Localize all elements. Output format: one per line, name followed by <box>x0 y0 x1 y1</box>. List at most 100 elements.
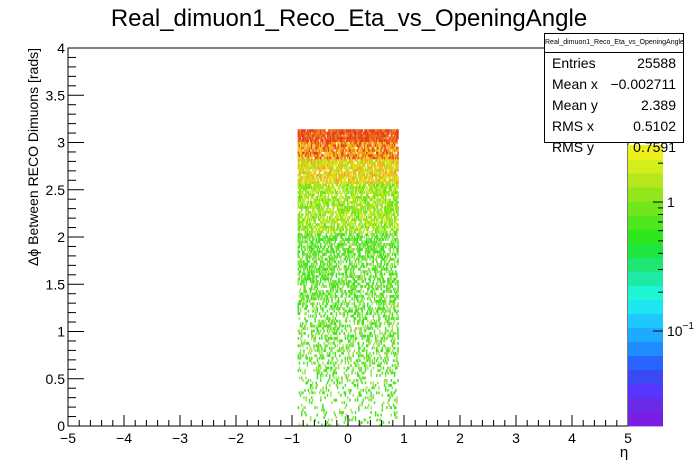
heatmap-cell <box>318 240 321 244</box>
heatmap-cell <box>312 238 314 241</box>
heatmap-cell <box>379 220 381 224</box>
heatmap-cell <box>369 136 371 140</box>
heatmap-cell <box>322 262 324 266</box>
heatmap-cell <box>343 257 345 261</box>
heatmap-cell <box>316 406 319 410</box>
heatmap-cell <box>346 139 349 142</box>
heatmap-cell <box>317 181 320 185</box>
heatmap-cell <box>358 173 360 177</box>
heatmap-cell <box>364 131 367 135</box>
heatmap-cell <box>330 252 332 256</box>
heatmap-cell <box>334 354 337 358</box>
heatmap-cell <box>384 374 387 377</box>
heatmap-cell <box>351 341 353 345</box>
heatmap-cell <box>354 154 357 157</box>
heatmap-cell <box>355 191 358 194</box>
heatmap-cell <box>305 176 307 180</box>
heatmap-cell <box>378 156 380 160</box>
heatmap-cell <box>356 381 359 385</box>
heatmap-cell <box>376 374 378 377</box>
heatmap-cell <box>363 171 366 175</box>
heatmap-cell <box>371 334 373 338</box>
heatmap-cell <box>381 393 384 397</box>
heatmap-cell <box>318 272 321 276</box>
heatmap-cell <box>376 238 378 241</box>
heatmap-cell <box>380 285 382 288</box>
heatmap-cell <box>376 418 378 422</box>
heatmap-cell <box>298 238 301 241</box>
heatmap-cell <box>337 307 340 311</box>
heatmap-cell <box>309 287 312 291</box>
heatmap-cell <box>349 228 351 231</box>
heatmap-cell <box>361 401 363 405</box>
heatmap-cell <box>380 366 382 370</box>
heatmap-cell <box>311 329 313 333</box>
heatmap-cell <box>323 141 325 145</box>
heatmap-cell <box>380 220 382 224</box>
heatmap-cell <box>383 141 386 145</box>
heatmap-cell <box>302 171 304 175</box>
heatmap-cell <box>335 149 338 152</box>
heatmap-cell <box>351 178 353 182</box>
heatmap-cell <box>315 250 317 254</box>
heatmap-cell <box>381 371 384 375</box>
heatmap-cell <box>353 317 356 321</box>
heatmap-cell <box>367 309 369 313</box>
heatmap-cell <box>339 319 341 323</box>
heatmap-cell <box>299 171 302 175</box>
heatmap-cell <box>342 134 344 138</box>
heatmap-cell <box>358 319 360 323</box>
heatmap-cell <box>331 312 333 316</box>
heatmap-cell <box>340 154 342 157</box>
heatmap-cell <box>383 158 386 162</box>
heatmap-cell <box>335 290 338 293</box>
heatmap-cell <box>332 361 334 365</box>
heatmap-cell <box>352 282 354 286</box>
heatmap-cell <box>364 183 367 187</box>
heatmap-cell <box>353 136 356 140</box>
heatmap-cell <box>304 371 306 375</box>
heatmap-cell <box>331 336 333 340</box>
heatmap-cell <box>370 188 372 192</box>
heatmap-cell <box>337 282 340 286</box>
heatmap-cell <box>328 166 331 170</box>
heatmap-cell <box>369 181 371 185</box>
heatmap-cell <box>299 294 302 298</box>
heatmap-cell <box>340 183 342 187</box>
heatmap-cell <box>323 168 325 172</box>
heatmap-cell <box>322 309 324 313</box>
heatmap-cell <box>332 317 334 321</box>
heatmap-cell <box>305 307 307 311</box>
heatmap-cell <box>383 267 386 271</box>
heatmap-cell <box>368 282 370 286</box>
heatmap-cell <box>362 245 365 249</box>
heatmap-cell <box>344 156 347 160</box>
heatmap-cell <box>371 205 373 209</box>
heatmap-cell <box>344 243 347 246</box>
heatmap-cell <box>314 260 316 264</box>
heatmap-cell <box>336 134 339 138</box>
heatmap-cell <box>299 243 302 246</box>
heatmap-cell <box>326 196 329 199</box>
heatmap-cell <box>371 346 373 350</box>
heatmap-cell <box>312 240 314 244</box>
heatmap-cell <box>298 168 301 172</box>
heatmap-cell <box>373 223 376 227</box>
heatmap-cell <box>342 299 344 303</box>
heatmap-cell <box>326 250 329 254</box>
heatmap-cell <box>360 205 362 209</box>
heatmap-cell <box>370 223 372 227</box>
heatmap-cell <box>298 188 301 192</box>
heatmap-cell <box>352 163 354 167</box>
heatmap-cell <box>324 171 326 175</box>
heatmap-cell <box>379 277 381 281</box>
heatmap-cell <box>368 398 370 402</box>
heatmap-cell <box>325 139 328 142</box>
heatmap-cell <box>333 341 335 345</box>
heatmap-cell <box>307 134 310 138</box>
heatmap-cell <box>358 181 360 185</box>
heatmap-cell <box>373 245 376 249</box>
heatmap-cell <box>328 191 331 194</box>
heatmap-cell <box>316 280 319 283</box>
heatmap-cell <box>344 225 347 229</box>
